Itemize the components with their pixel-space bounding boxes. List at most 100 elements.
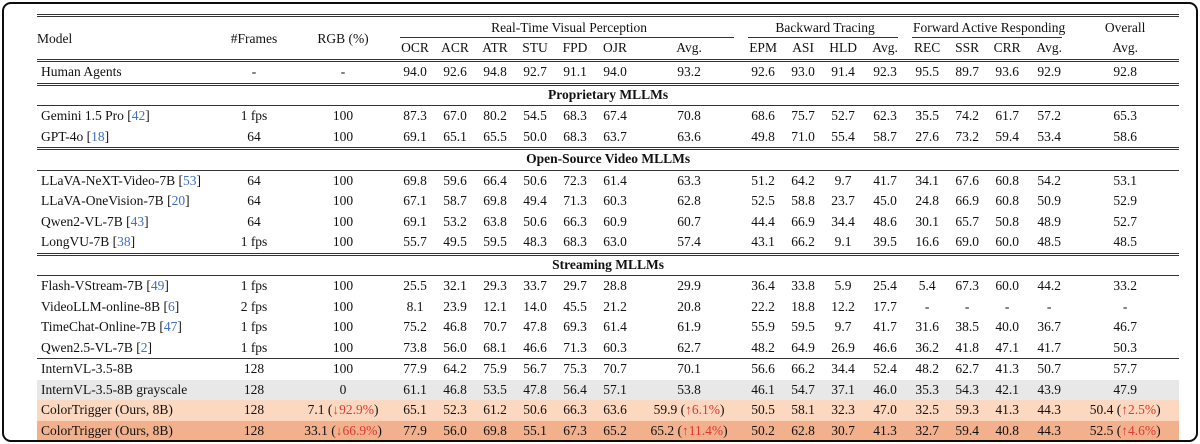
citation-link[interactable]: 47 bbox=[163, 319, 178, 334]
score-cell: 65.2 bbox=[595, 420, 635, 440]
citation-link[interactable]: 2 bbox=[140, 339, 148, 355]
overall-cell: - bbox=[1122, 298, 1128, 314]
score-cell: 66.3 bbox=[555, 400, 595, 421]
score-cell: 59.5 bbox=[483, 234, 507, 249]
table-row: VideoLLM-online-8B [6] 2 fps 100 8.1 23.9 12.… bbox=[37, 297, 1179, 318]
results-table: Model #Frames RGB (%) Real-Time Visual P… bbox=[37, 14, 1180, 440]
score-cell: 60.7 bbox=[677, 213, 701, 229]
col-header-overall: Overall bbox=[1071, 14, 1180, 38]
annotated-overall-cell: 50.4 (↑2.5%) bbox=[1071, 400, 1180, 421]
score-cell: 33.8 bbox=[791, 278, 815, 293]
score-cell: 33.7 bbox=[523, 278, 547, 293]
score-cell: 69.8 bbox=[483, 193, 507, 208]
citation-link[interactable]: 38 bbox=[117, 234, 131, 249]
annotated-score-cell: 59.9 (↑6.1%) bbox=[635, 400, 744, 421]
table-row: InternVL-3.5-8B grayscale 128 0 61.1 46.8 53.… bbox=[37, 379, 1180, 400]
score-cell: 91.1 bbox=[563, 64, 587, 79]
score-cell: 5.9 bbox=[834, 278, 852, 293]
increase-annotation: ↑2.5% bbox=[1121, 402, 1157, 417]
score-cell: 63.6 bbox=[595, 400, 635, 421]
citation-link[interactable]: 43 bbox=[130, 213, 145, 229]
score-cell: 50.8 bbox=[995, 213, 1019, 229]
citation-link[interactable]: 6 bbox=[168, 298, 175, 314]
score-cell: 50.6 bbox=[523, 172, 547, 188]
score-cell: 61.7 bbox=[995, 108, 1019, 123]
frames-cell: 1 fps bbox=[240, 234, 268, 249]
frames-cell: - bbox=[251, 64, 257, 79]
col-header-crr: CRR bbox=[987, 38, 1028, 62]
section-title: Streaming MLLMs bbox=[37, 252, 1180, 276]
score-cell: 37.1 bbox=[823, 379, 864, 400]
score-cell: 32.7 bbox=[907, 420, 948, 440]
score-cell: 54.3 bbox=[947, 379, 988, 400]
score-cell: 69.3 bbox=[563, 319, 587, 334]
score-cell: 62.7 bbox=[677, 339, 701, 355]
score-cell: 53.8 bbox=[635, 379, 744, 400]
model-cell: InternVL-3.5-8B grayscale bbox=[37, 379, 217, 400]
score-cell: 5.4 bbox=[918, 278, 936, 293]
table-row: LLaVA-NeXT-Video-7B [53] 64 100 69.8 59.6 66.… bbox=[37, 170, 1179, 191]
score-cell: 75.7 bbox=[791, 108, 815, 123]
rgb-cell: 100 bbox=[332, 319, 354, 334]
col-header-epm: EPM bbox=[743, 38, 784, 62]
rgb-cell: 100 bbox=[332, 298, 354, 314]
score-cell: 46.6 bbox=[873, 339, 897, 355]
score-cell: 66.4 bbox=[483, 172, 507, 188]
overall-cell: 58.6 bbox=[1113, 128, 1137, 144]
score-cell: 50.0 bbox=[523, 128, 547, 144]
table-row: Human Agents - - 94.0 92.6 94.8 92.7 91.1 94.0 93… bbox=[37, 61, 1179, 85]
score-cell: 67.3 bbox=[955, 278, 979, 293]
score-cell: 58.7 bbox=[873, 128, 897, 144]
score-cell: 22.2 bbox=[751, 298, 775, 314]
citation-link[interactable]: 53 bbox=[183, 172, 197, 188]
score-cell: 55.9 bbox=[751, 319, 775, 334]
citation-link[interactable]: 20 bbox=[171, 193, 186, 208]
section-header-row: Open-Source Video MLLMs bbox=[37, 147, 1180, 171]
col-header-rec: REC bbox=[907, 38, 948, 62]
score-cell: 54.7 bbox=[783, 379, 824, 400]
score-cell: 35.3 bbox=[907, 379, 948, 400]
increase-annotation: ↑4.6% bbox=[1121, 422, 1157, 438]
down-arrow-icon: ↓ bbox=[335, 422, 343, 438]
up-arrow-icon: ↑ bbox=[685, 402, 692, 417]
rgb-cell: 100 bbox=[332, 108, 354, 123]
score-cell: 67.0 bbox=[443, 108, 467, 123]
score-cell: 47.1 bbox=[995, 339, 1019, 355]
score-cell: 71.0 bbox=[791, 128, 815, 144]
score-cell: 70.1 bbox=[635, 358, 744, 380]
score-cell: 30.1 bbox=[915, 213, 939, 229]
score-cell: 28.8 bbox=[603, 278, 627, 293]
col-header-frames: #Frames bbox=[217, 14, 291, 62]
annotated-rgb-cell: 7.1 (↓92.9%) bbox=[291, 400, 395, 421]
section-header-row: Proprietary MLLMs bbox=[37, 82, 1180, 106]
score-cell: 60.8 bbox=[995, 172, 1019, 188]
score-cell: 93.6 bbox=[995, 64, 1019, 79]
score-cell: 49.5 bbox=[443, 234, 467, 249]
annotated-rgb-cell: 33.1 (↓66.9%) bbox=[291, 420, 395, 440]
score-cell: 67.6 bbox=[955, 172, 979, 188]
frames-cell: 1 fps bbox=[240, 108, 268, 123]
score-cell: 69.1 bbox=[403, 128, 427, 144]
group-header-forward-responding: Forward Active Responding bbox=[907, 14, 1072, 39]
score-cell: 66.2 bbox=[783, 358, 824, 380]
score-cell: 94.8 bbox=[483, 64, 507, 79]
score-cell: 49.4 bbox=[523, 193, 547, 208]
table-row: Qwen2-VL-7B [43] 64 100 69.1 53.2 63.8 50.6 66.… bbox=[37, 212, 1179, 233]
section-title: Proprietary MLLMs bbox=[37, 82, 1180, 106]
group-header-realtime-perception: Real-Time Visual Perception bbox=[395, 14, 744, 39]
score-cell: 62.8 bbox=[677, 193, 701, 208]
citation-link[interactable]: 42 bbox=[131, 108, 146, 123]
score-cell: 74.2 bbox=[955, 108, 979, 123]
model-cell: Flash-VStream-7B [49] bbox=[41, 278, 169, 293]
citation-link[interactable]: 18 bbox=[91, 128, 105, 144]
table-row: LLaVA-OneVision-7B [20] 64 100 67.1 58.7 69.8… bbox=[37, 191, 1179, 212]
score-cell: 55.1 bbox=[515, 420, 555, 440]
score-cell: 63.8 bbox=[483, 213, 507, 229]
score-cell: 26.9 bbox=[831, 339, 855, 355]
citation-link[interactable]: 49 bbox=[150, 278, 165, 293]
score-cell: 55.7 bbox=[403, 234, 427, 249]
score-cell: 59.3 bbox=[947, 400, 988, 421]
score-cell: 57.4 bbox=[677, 234, 701, 249]
score-cell: 54.5 bbox=[523, 108, 547, 123]
